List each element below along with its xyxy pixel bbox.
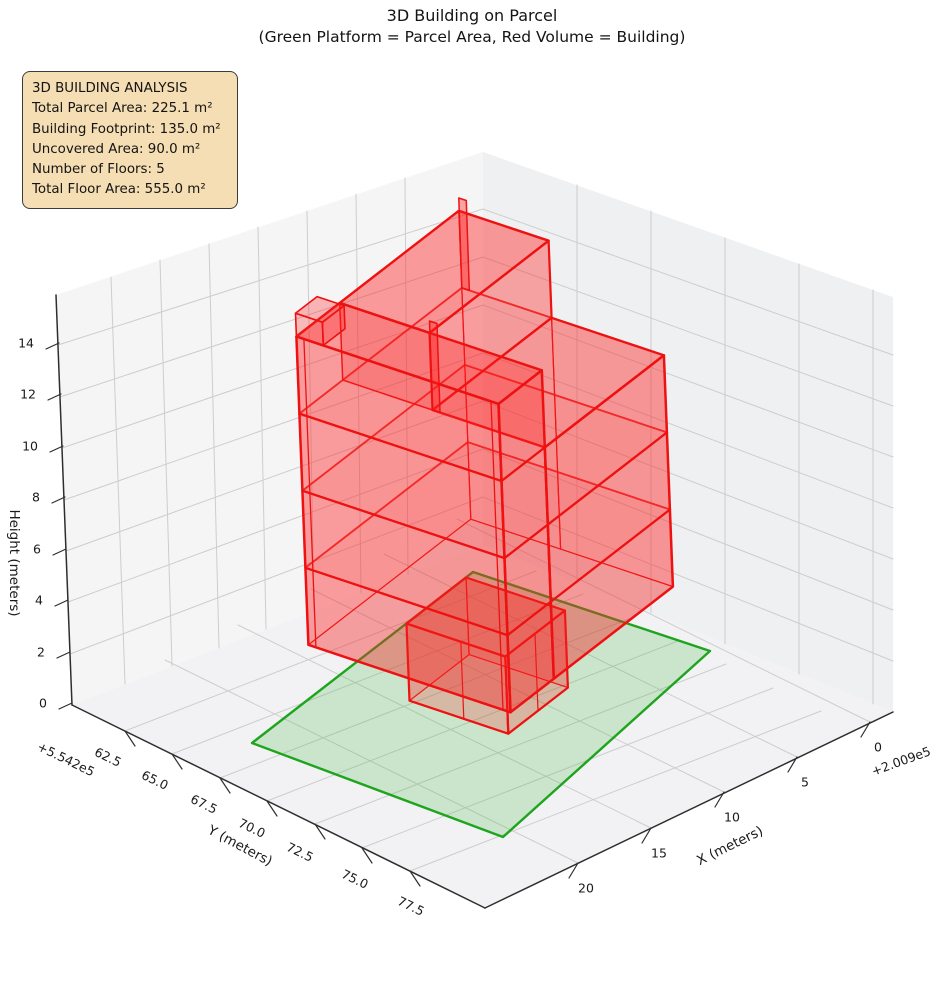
grid-line-y [409,710,822,872]
z-tick [49,445,64,453]
x-tick [860,721,871,738]
z-tick-label: 8 [32,489,40,505]
z-tick [52,548,67,556]
y-tick [314,823,326,840]
x-tick [714,791,725,808]
grid-line-z [482,208,894,356]
x-tick-label: 20 [578,880,594,896]
parcel-platform [250,570,712,839]
analysis-line-2: Building Footprint: 135.0 m² [32,121,221,137]
z-tick [54,599,69,607]
y-tick [266,800,278,817]
grid-line-z [57,208,484,346]
parapet-slab [458,197,471,292]
x-tick [568,862,579,879]
x-tick-label: 5 [801,774,809,790]
analysis-line-3: Uncovered Area: 90.0 m² [32,141,201,157]
grid-line-z [61,304,484,449]
grid-line-z [482,352,894,509]
z-spine [55,294,73,706]
grid-line-z [482,448,894,611]
x-tick-label: 15 [651,845,667,861]
grid-line-y [314,663,727,825]
grid-line-y [219,617,632,779]
figure-subtitle: (Green Platform = Parcel Area, Red Volum… [258,28,686,46]
grid-line-x [456,518,871,723]
figure-title: 3D Building on Parcel [386,6,558,25]
facade-corner-edge [540,369,555,680]
grid-line-y [110,276,126,685]
grid-line-x [310,588,725,793]
grid-line-y [159,259,173,667]
x-tick [641,827,652,844]
z-tick-label: 10 [22,438,38,454]
pane-floor [72,545,893,908]
grid-line-z [67,448,484,603]
x-tick [787,756,798,773]
z-tick [56,651,71,659]
z-tick [51,496,66,504]
y-tick [171,753,183,770]
z-tick-label: 4 [35,592,43,608]
grid-line-y [361,687,774,849]
y-tick [124,730,136,747]
analysis-box: 3D BUILDING ANALYSIS Total Parcel Area: 2… [22,71,238,209]
grid-line-x [164,659,579,864]
title-block: 3D Building on Parcel (Green Platform = … [0,6,944,46]
y-spine [71,704,486,909]
x-tick-label: 10 [724,809,740,825]
floor-line-z9 [301,431,669,560]
z-tick-label: 14 [18,335,34,351]
z-tick [45,342,60,350]
grid-line-z [482,496,894,662]
z-tick-label: 0 [39,695,47,711]
z-tick-label: 6 [33,541,41,557]
analysis-line-0: 3D BUILDING ANALYSIS [32,81,188,96]
wall-thickness-edge [490,400,504,711]
analysis-line-5: Total Floor Area: 555.0 m² [32,182,206,198]
grid-line-x [237,624,652,829]
y-tick [361,847,373,864]
grid-line-y [257,226,267,630]
y-tick [219,777,231,794]
z-tick-label: 12 [20,386,36,402]
pane-right [483,152,893,712]
grid-line-y [208,243,220,649]
groundfloor-box-seam [460,641,465,720]
x-spine [484,711,894,909]
z-axis-label: Height (meters) [6,509,22,617]
floor-line-z6 [304,508,672,637]
y-tick [409,870,421,887]
grid-line-z [482,304,894,458]
grid-line-z [69,496,484,655]
roof-tab-top-face [294,295,345,324]
grid-line-z [482,400,894,560]
x-tick-label: 0 [874,739,882,755]
grid-line-z [482,256,894,407]
grid-line-z [65,400,484,552]
z-tick [47,393,62,401]
z-tick [58,702,73,710]
parapet-slab [428,320,441,414]
grid-line-y [306,210,315,612]
analysis-line-4: Number of Floors: 5 [32,162,165,178]
grid-line-z [59,256,484,398]
grid-line-y [404,177,409,575]
groundfloor-box-seam [534,633,539,712]
floor-line-z12 [298,412,546,483]
z-tick-label: 2 [37,644,45,660]
grid-line-z [63,352,484,501]
analysis-line-1: Total Parcel Area: 225.1 m² [32,101,213,117]
grid-line-y [171,593,584,755]
wall-thickness-edge [303,338,317,648]
